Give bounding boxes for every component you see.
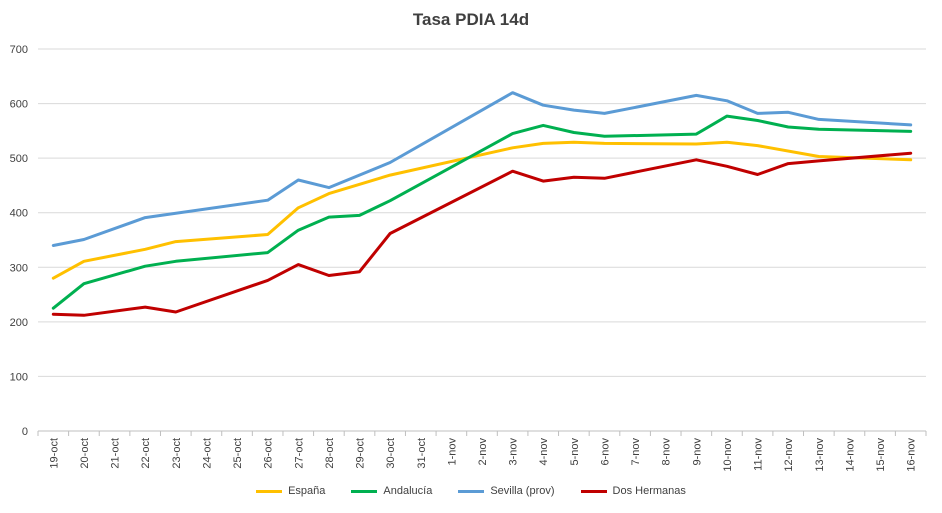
x-tick-label: 12-nov bbox=[783, 438, 795, 472]
legend-swatch bbox=[351, 489, 378, 493]
series-line-4 bbox=[51, 151, 913, 317]
x-tick-label: 16-nov bbox=[906, 438, 918, 472]
y-tick-label: 400 bbox=[10, 208, 28, 220]
x-tick-label: 13-nov bbox=[814, 438, 826, 472]
x-tick-label: 6-nov bbox=[599, 438, 611, 466]
y-tick-label: 100 bbox=[10, 371, 28, 383]
legend-label: España bbox=[288, 485, 326, 497]
x-tick-label: 26-oct bbox=[263, 438, 275, 469]
x-tick-label: 3-nov bbox=[508, 438, 520, 466]
y-axis: 0 100 200 300 400 500 600 700 bbox=[10, 44, 28, 438]
x-tick-label: 20-oct bbox=[79, 438, 91, 469]
x-tick-label: 19-oct bbox=[48, 438, 60, 469]
x-tick-label: 28-oct bbox=[324, 438, 336, 469]
x-tick-label: 9-nov bbox=[691, 438, 703, 466]
legend-swatch bbox=[580, 489, 607, 493]
x-tick-label: 8-nov bbox=[661, 438, 673, 466]
x-tick-label: 14-nov bbox=[844, 438, 856, 472]
x-tick-label: 21-oct bbox=[110, 438, 122, 469]
x-tick-label: 23-oct bbox=[171, 438, 183, 469]
series-line-1 bbox=[51, 140, 913, 280]
y-tick-label: 600 bbox=[10, 99, 28, 111]
chart-title: Tasa PDIA 14d bbox=[412, 10, 530, 29]
x-tick-label: 10-nov bbox=[722, 438, 734, 472]
legend-item: Sevilla (prov) bbox=[458, 485, 555, 497]
x-axis: 19-oct 20-oct 21-oct 22-oct 23-oct 24-oct 25-o… bbox=[37, 431, 927, 472]
x-tick-label: 25-oct bbox=[232, 438, 244, 469]
y-tick-label: 700 bbox=[10, 44, 28, 56]
legend-label: Sevilla (prov) bbox=[490, 485, 555, 497]
x-tick-label: 7-nov bbox=[630, 438, 642, 466]
x-tick-label: 29-oct bbox=[355, 438, 367, 469]
x-tick-label: 4-nov bbox=[538, 438, 550, 466]
x-tick-label: 1-nov bbox=[446, 438, 458, 466]
legend-item: Andalucía bbox=[351, 485, 432, 497]
legend-swatch bbox=[256, 489, 283, 493]
x-tick-label: 24-oct bbox=[201, 438, 213, 469]
y-tick-label: 0 bbox=[22, 426, 28, 438]
x-tick-label: 5-nov bbox=[569, 438, 581, 466]
gridlines bbox=[38, 48, 926, 432]
x-tick-label: 27-oct bbox=[293, 438, 305, 469]
legend-label: Andalucía bbox=[383, 485, 433, 497]
series-lines bbox=[51, 91, 913, 317]
y-tick-label: 200 bbox=[10, 317, 28, 329]
y-tick-label: 500 bbox=[10, 153, 28, 165]
x-tick-label: 31-oct bbox=[416, 438, 428, 469]
series-line-3 bbox=[51, 91, 913, 247]
x-tick-label: 15-nov bbox=[875, 438, 887, 472]
y-tick-label: 300 bbox=[10, 262, 28, 274]
x-tick-label: 11-nov bbox=[753, 438, 765, 471]
x-tick-label: 22-oct bbox=[140, 438, 152, 469]
legend-item: España bbox=[256, 485, 325, 497]
series-line-2 bbox=[51, 114, 913, 310]
legend-item: Dos Hermanas bbox=[580, 485, 686, 497]
legend-swatch bbox=[458, 489, 485, 493]
x-tick-label: 2-nov bbox=[477, 438, 489, 466]
legend-label: Dos Hermanas bbox=[612, 485, 686, 497]
legend: España Andalucía Sevilla (prov) Dos Hermana… bbox=[0, 485, 942, 497]
x-tick-label: 30-oct bbox=[385, 438, 397, 469]
